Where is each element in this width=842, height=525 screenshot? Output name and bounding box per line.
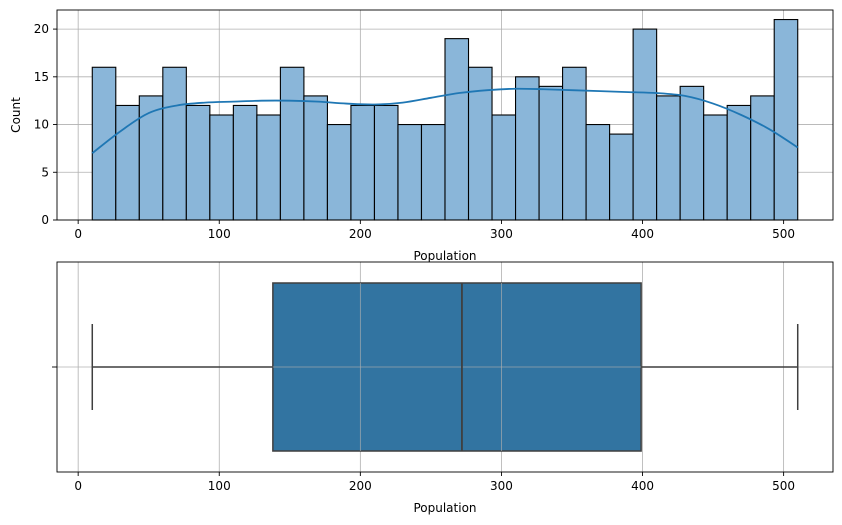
histogram-bar <box>279 66 305 221</box>
x-tick-label: 100 <box>208 479 231 493</box>
x-tick-label: 100 <box>208 227 231 241</box>
x-tick-label: 300 <box>490 479 513 493</box>
boxplot-x-axis-label: Population <box>413 501 476 515</box>
histogram-bar <box>326 123 352 221</box>
histogram-x-axis-label: Population <box>413 249 476 263</box>
x-tick-label: 500 <box>772 479 795 493</box>
histogram-bar <box>726 104 752 221</box>
histogram-bar <box>115 104 140 221</box>
histogram-bar <box>656 95 681 221</box>
y-tick-label: 5 <box>41 165 49 179</box>
histogram-bar <box>514 76 540 221</box>
x-tick-label: 200 <box>349 479 372 493</box>
histogram-bar <box>256 114 281 221</box>
histogram-bar <box>138 95 164 221</box>
y-tick-label: 15 <box>34 70 49 84</box>
y-tick-label: 0 <box>41 213 49 227</box>
histogram-bar <box>373 104 399 221</box>
histogram-bar <box>750 95 775 221</box>
histogram-y-axis-label: Count <box>9 97 23 133</box>
y-tick-label: 10 <box>34 118 49 132</box>
x-tick-label: 400 <box>631 479 654 493</box>
histogram-bar <box>773 18 799 221</box>
x-tick-label: 400 <box>631 227 654 241</box>
histogram-bar <box>703 114 728 221</box>
histogram-bar <box>209 114 234 221</box>
histogram-bar <box>538 85 564 221</box>
histogram-bar <box>397 123 423 221</box>
histogram-bar <box>162 66 187 221</box>
x-tick-label: 0 <box>74 227 82 241</box>
histogram-bar <box>491 114 517 221</box>
boxplot-elements <box>91 282 799 452</box>
histogram-bar <box>232 104 258 221</box>
histogram-bar <box>185 104 211 221</box>
kde-curve <box>91 87 799 154</box>
histogram-bar <box>585 123 611 221</box>
histogram-bar <box>303 95 328 221</box>
boxplot-axes: 0 100 200 300 400 500 Population <box>52 261 834 515</box>
histogram-bar <box>632 28 658 221</box>
histogram-x-ticks: 0 100 200 300 400 500 <box>74 220 795 241</box>
x-tick-label: 500 <box>772 227 795 241</box>
y-tick-label: 20 <box>34 22 49 36</box>
x-tick-label: 300 <box>490 227 513 241</box>
histogram-bar <box>679 85 705 221</box>
x-tick-label: 200 <box>349 227 372 241</box>
histogram-bar <box>350 104 376 221</box>
boxplot-x-ticks: 0 100 200 300 400 500 <box>74 472 795 493</box>
histogram-bar <box>444 38 470 221</box>
histogram-bar <box>420 123 446 221</box>
histogram-frame <box>56 9 834 221</box>
histogram-bar <box>609 133 634 221</box>
histogram-y-ticks: 0 5 10 15 20 <box>34 22 57 227</box>
x-tick-label: 0 <box>74 479 82 493</box>
histogram-axes: 0 100 200 300 400 500 0 5 10 15 20 Population Cou… <box>9 9 834 263</box>
